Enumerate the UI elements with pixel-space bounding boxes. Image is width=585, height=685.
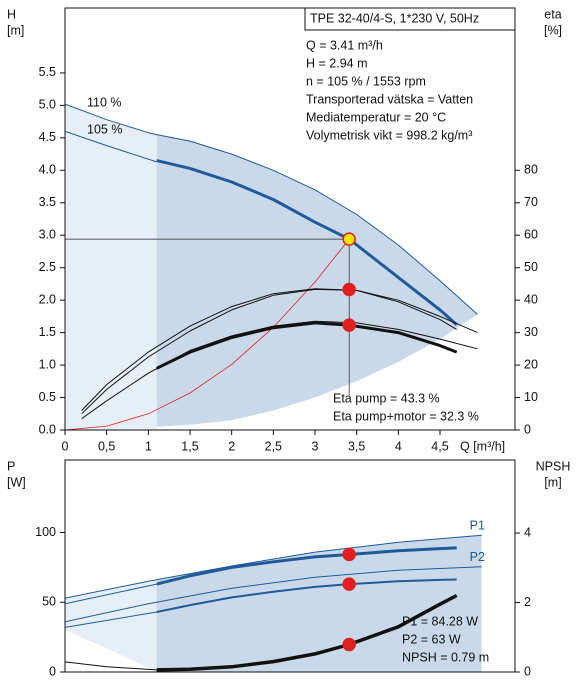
- y2-tick-label: 0: [524, 664, 531, 678]
- y-tick-label: 0.5: [39, 390, 56, 404]
- curve: [65, 103, 478, 315]
- y-tick-label: 100: [35, 525, 56, 539]
- y2-tick-label: 20: [524, 357, 538, 371]
- curve: [81, 320, 478, 420]
- y2-tick-label: 80: [524, 163, 538, 177]
- info-line: Mediatemperatur = 20 °C: [306, 110, 446, 124]
- y-tick-label: 3.5: [39, 195, 56, 209]
- y2-axis-label: [m]: [544, 475, 561, 489]
- y2-tick-label: 30: [524, 325, 538, 339]
- info-line: Volymetrisk vikt = 998.2 kg/m³: [306, 128, 472, 142]
- y-tick-label: 4.5: [39, 130, 56, 144]
- operating-point: [342, 282, 356, 297]
- y-tick-label: 1.0: [39, 357, 56, 371]
- note: Eta pump+motor = 32.3 %: [333, 409, 479, 423]
- x-tick-label: 4: [395, 439, 402, 453]
- x-tick-label: 2: [228, 439, 235, 453]
- y2-axis-label: eta: [544, 7, 561, 21]
- x-tick-label: 1: [145, 439, 152, 453]
- y-tick-label: 2.0: [39, 292, 56, 306]
- operating-point: [342, 547, 356, 562]
- header: TPE 32-40/4-S, 1*230 V, 50Hz: [310, 11, 479, 25]
- x-axis-label: Q [m³/h]: [460, 439, 505, 453]
- curve: [65, 611, 157, 628]
- y-tick-label: 5.5: [39, 65, 56, 79]
- x-tick-label: 4,5: [431, 439, 448, 453]
- operating-point: [342, 318, 356, 332]
- curve: [65, 130, 157, 163]
- curve-label: 110 %: [87, 95, 122, 109]
- info-line: Transporterad vätska = Vatten: [306, 92, 473, 106]
- curve: [156, 321, 458, 370]
- curve-label: P2: [470, 550, 485, 564]
- curve: [81, 288, 457, 415]
- note: Eta pump = 43.3 %: [333, 391, 440, 405]
- plot-frame: [64, 459, 516, 673]
- y2-tick-label: 60: [524, 228, 538, 242]
- x-tick-label: 2,5: [265, 439, 282, 453]
- y-axis-label: P: [7, 459, 15, 473]
- operating-area: [156, 535, 482, 672]
- curve: [65, 566, 482, 623]
- operating-area: [65, 104, 157, 430]
- y2-axis-label: NPSH: [536, 459, 571, 473]
- curve: [156, 159, 458, 326]
- y-axis-label: [W]: [7, 475, 26, 489]
- curve: [65, 583, 157, 605]
- y2-tick-label: 4: [524, 525, 531, 539]
- y2-tick-label: 2: [524, 595, 531, 609]
- y-tick-label: 1.5: [39, 325, 56, 339]
- plot-frame: [64, 7, 516, 431]
- note: P1 = 84.28 W: [402, 614, 478, 628]
- curve: [81, 288, 478, 411]
- y-tick-label: 3.0: [39, 228, 56, 242]
- operating-area: [156, 134, 478, 427]
- y2-axis-label: [%]: [544, 23, 562, 37]
- curve: [156, 593, 458, 672]
- y-tick-label: 5.0: [39, 98, 56, 112]
- operating-point: [342, 232, 356, 246]
- x-tick-label: 3,5: [348, 439, 365, 453]
- operating-point: [342, 637, 356, 652]
- curve: [65, 661, 157, 671]
- y-axis-label: H: [7, 7, 16, 21]
- y2-tick-label: 50: [524, 260, 538, 274]
- y2-tick-label: 70: [524, 195, 538, 209]
- y-tick-label: 0.0: [39, 422, 56, 436]
- y-tick-label: 4.0: [39, 163, 56, 177]
- x-tick-label: 1,5: [181, 439, 198, 453]
- operating-point: [342, 577, 356, 591]
- info-line: Q = 3.41 m³/h: [306, 38, 383, 52]
- note: P2 = 63 W: [402, 632, 461, 646]
- y2-tick-label: 0: [524, 422, 531, 436]
- x-tick-label: 0: [62, 439, 69, 453]
- y-tick-label: 50: [42, 595, 56, 609]
- curve-label: 105 %: [87, 123, 122, 137]
- curve: [156, 578, 457, 613]
- note: NPSH = 0.79 m: [402, 650, 489, 664]
- y2-tick-label: 10: [524, 390, 538, 404]
- y-tick-label: 2.5: [39, 260, 56, 274]
- plot-layer: [65, 534, 482, 672]
- info-line: n = 105 % / 1553 rpm: [306, 74, 426, 88]
- y2-tick-label: 40: [524, 292, 538, 306]
- curve: [65, 534, 482, 599]
- x-tick-label: 3: [312, 439, 319, 453]
- plot-layer: [65, 103, 478, 430]
- operating-area: [65, 579, 157, 672]
- info-line: H = 2.94 m: [306, 56, 368, 70]
- header-box: [304, 7, 516, 31]
- curve: [156, 546, 457, 586]
- y-tick-label: 0: [49, 664, 56, 678]
- y-axis-label: [m]: [7, 23, 24, 37]
- x-tick-label: 0,5: [98, 439, 115, 453]
- curve-label: P1: [470, 519, 485, 533]
